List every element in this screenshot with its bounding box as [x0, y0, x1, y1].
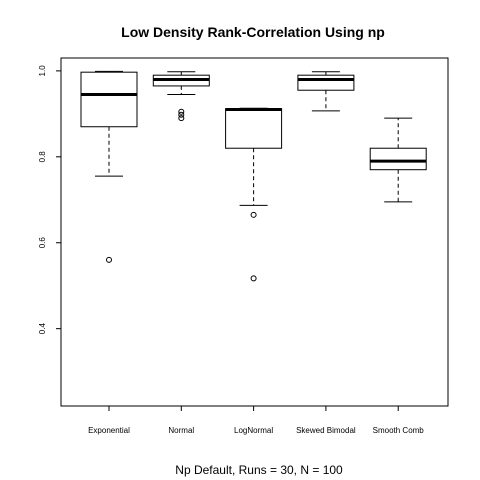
box-exponential [80, 70, 138, 263]
x-axis-label: Np Default, Runs = 30, N = 100 [175, 463, 343, 477]
x-tick-label: Exponential [88, 426, 130, 435]
y-axis: 0.4 0.6 0.8 1.0 [38, 65, 61, 334]
outlier-point [178, 108, 185, 115]
chart-title: Low Density Rank-Correlation Using np [121, 24, 385, 40]
x-tick-label: Smooth Comb [373, 426, 425, 435]
y-tick-label: 0.8 [38, 151, 47, 163]
outlier-point [250, 275, 257, 282]
outlier-point [178, 115, 185, 122]
outlier-point [106, 256, 112, 263]
box-iqr [80, 71, 138, 128]
x-tick-label: Normal [168, 426, 194, 435]
y-tick-label: 1.0 [38, 65, 47, 77]
box-group [80, 70, 427, 282]
outlier-point [178, 111, 185, 118]
box-iqr [297, 74, 355, 91]
x-tick-label: Skewed Bimodal [296, 426, 356, 435]
box-normal [152, 71, 210, 122]
y-tick-label: 0.4 [38, 323, 47, 335]
box-iqr [225, 108, 283, 149]
box-iqr [369, 147, 427, 171]
box-skewed-bimodal [297, 71, 355, 112]
x-axis: Exponential Normal LogNormal Skewed Bimodal… [88, 406, 424, 435]
y-tick-label: 0.6 [38, 237, 47, 249]
box-lognormal [225, 107, 283, 282]
outlier-point [250, 211, 257, 218]
box-smooth-comb [369, 117, 427, 203]
x-tick-label: LogNormal [234, 426, 273, 435]
plot-frame [60, 57, 449, 407]
